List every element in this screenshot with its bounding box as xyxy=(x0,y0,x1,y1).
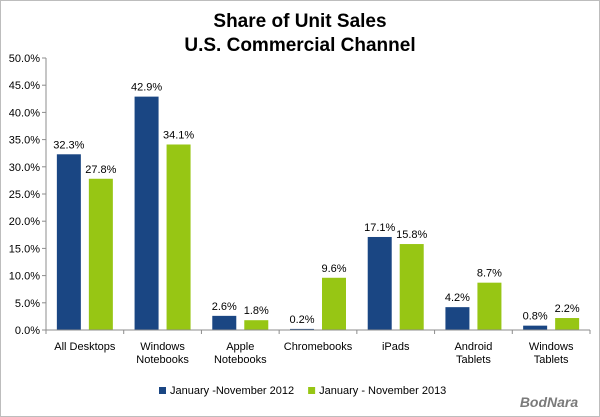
bar xyxy=(322,277,346,330)
bar xyxy=(56,154,81,330)
bar xyxy=(212,315,237,330)
chart-title: Share of Unit Sales xyxy=(213,11,386,32)
y-tick-label: 50.0% xyxy=(9,53,40,65)
bar xyxy=(166,144,191,330)
data-label: 4.2% xyxy=(445,292,470,304)
x-tick-label: Apple Notebooks xyxy=(214,341,267,366)
bar xyxy=(244,320,269,330)
legend-label: January - November 2013 xyxy=(319,385,446,397)
legend-label: January -November 2012 xyxy=(170,385,294,397)
bar xyxy=(88,178,113,330)
bars xyxy=(56,96,580,331)
y-tick-label: 15.0% xyxy=(9,243,40,255)
data-label: 1.8% xyxy=(244,305,269,317)
y-tick-label: 35.0% xyxy=(9,135,40,147)
x-tick-label: iPads xyxy=(382,341,410,353)
y-tick-label: 30.0% xyxy=(9,162,40,174)
y-tick-label: 5.0% xyxy=(15,298,40,310)
data-label: 17.1% xyxy=(364,222,395,234)
bar xyxy=(290,328,314,330)
data-label: 27.8% xyxy=(85,164,116,176)
y-tick-label: 25.0% xyxy=(9,189,40,201)
bar xyxy=(399,244,424,330)
x-tick-label: Chromebooks xyxy=(284,341,353,353)
bar xyxy=(523,325,548,330)
x-axis: All Desktops Windows Notebooks Apple Noteboo… xyxy=(45,329,591,366)
x-tick-label: All Desktops xyxy=(54,341,116,353)
bar xyxy=(555,318,580,330)
data-labels: 32.3% 27.8% 42.9% 34.1% 2.6% 1.8% 0.2% 9.6% 17.1… xyxy=(53,82,580,326)
y-tick-label: 40.0% xyxy=(9,107,40,119)
data-label: 0.8% xyxy=(523,311,548,323)
bar xyxy=(477,282,502,330)
data-label: 32.3% xyxy=(53,139,84,151)
legend-swatch xyxy=(159,387,166,394)
x-tick-label: Android Tablets xyxy=(454,341,492,366)
legend-swatch xyxy=(308,387,316,394)
chart-subtitle: U.S. Commercial Channel xyxy=(184,35,415,56)
data-label: 2.6% xyxy=(212,301,237,313)
data-label: 0.2% xyxy=(289,314,314,326)
x-tick-label: Windows Tablets xyxy=(529,341,574,366)
data-label: 2.2% xyxy=(555,303,580,315)
y-tick-label: 10.0% xyxy=(9,271,40,283)
y-axis: 0.0% 5.0% 10.0% 15.0% 20.0% 25.0% 30.0% 35.0% 40… xyxy=(9,53,47,337)
bar xyxy=(367,236,392,330)
data-label: 34.1% xyxy=(163,129,194,141)
y-tick-label: 0.0% xyxy=(15,325,40,337)
data-label: 9.6% xyxy=(321,263,346,275)
y-tick-label: 20.0% xyxy=(9,216,40,228)
x-tick-label: Windows Notebooks xyxy=(136,341,189,366)
data-label: 8.7% xyxy=(477,268,502,280)
bar xyxy=(445,307,470,330)
data-label: 42.9% xyxy=(131,82,162,94)
watermark: BodNara xyxy=(520,394,579,410)
y-tick-label: 45.0% xyxy=(9,80,40,92)
data-label: 15.8% xyxy=(396,229,427,241)
bar xyxy=(134,96,159,331)
legend: January -November 2012 January - November… xyxy=(159,385,446,397)
